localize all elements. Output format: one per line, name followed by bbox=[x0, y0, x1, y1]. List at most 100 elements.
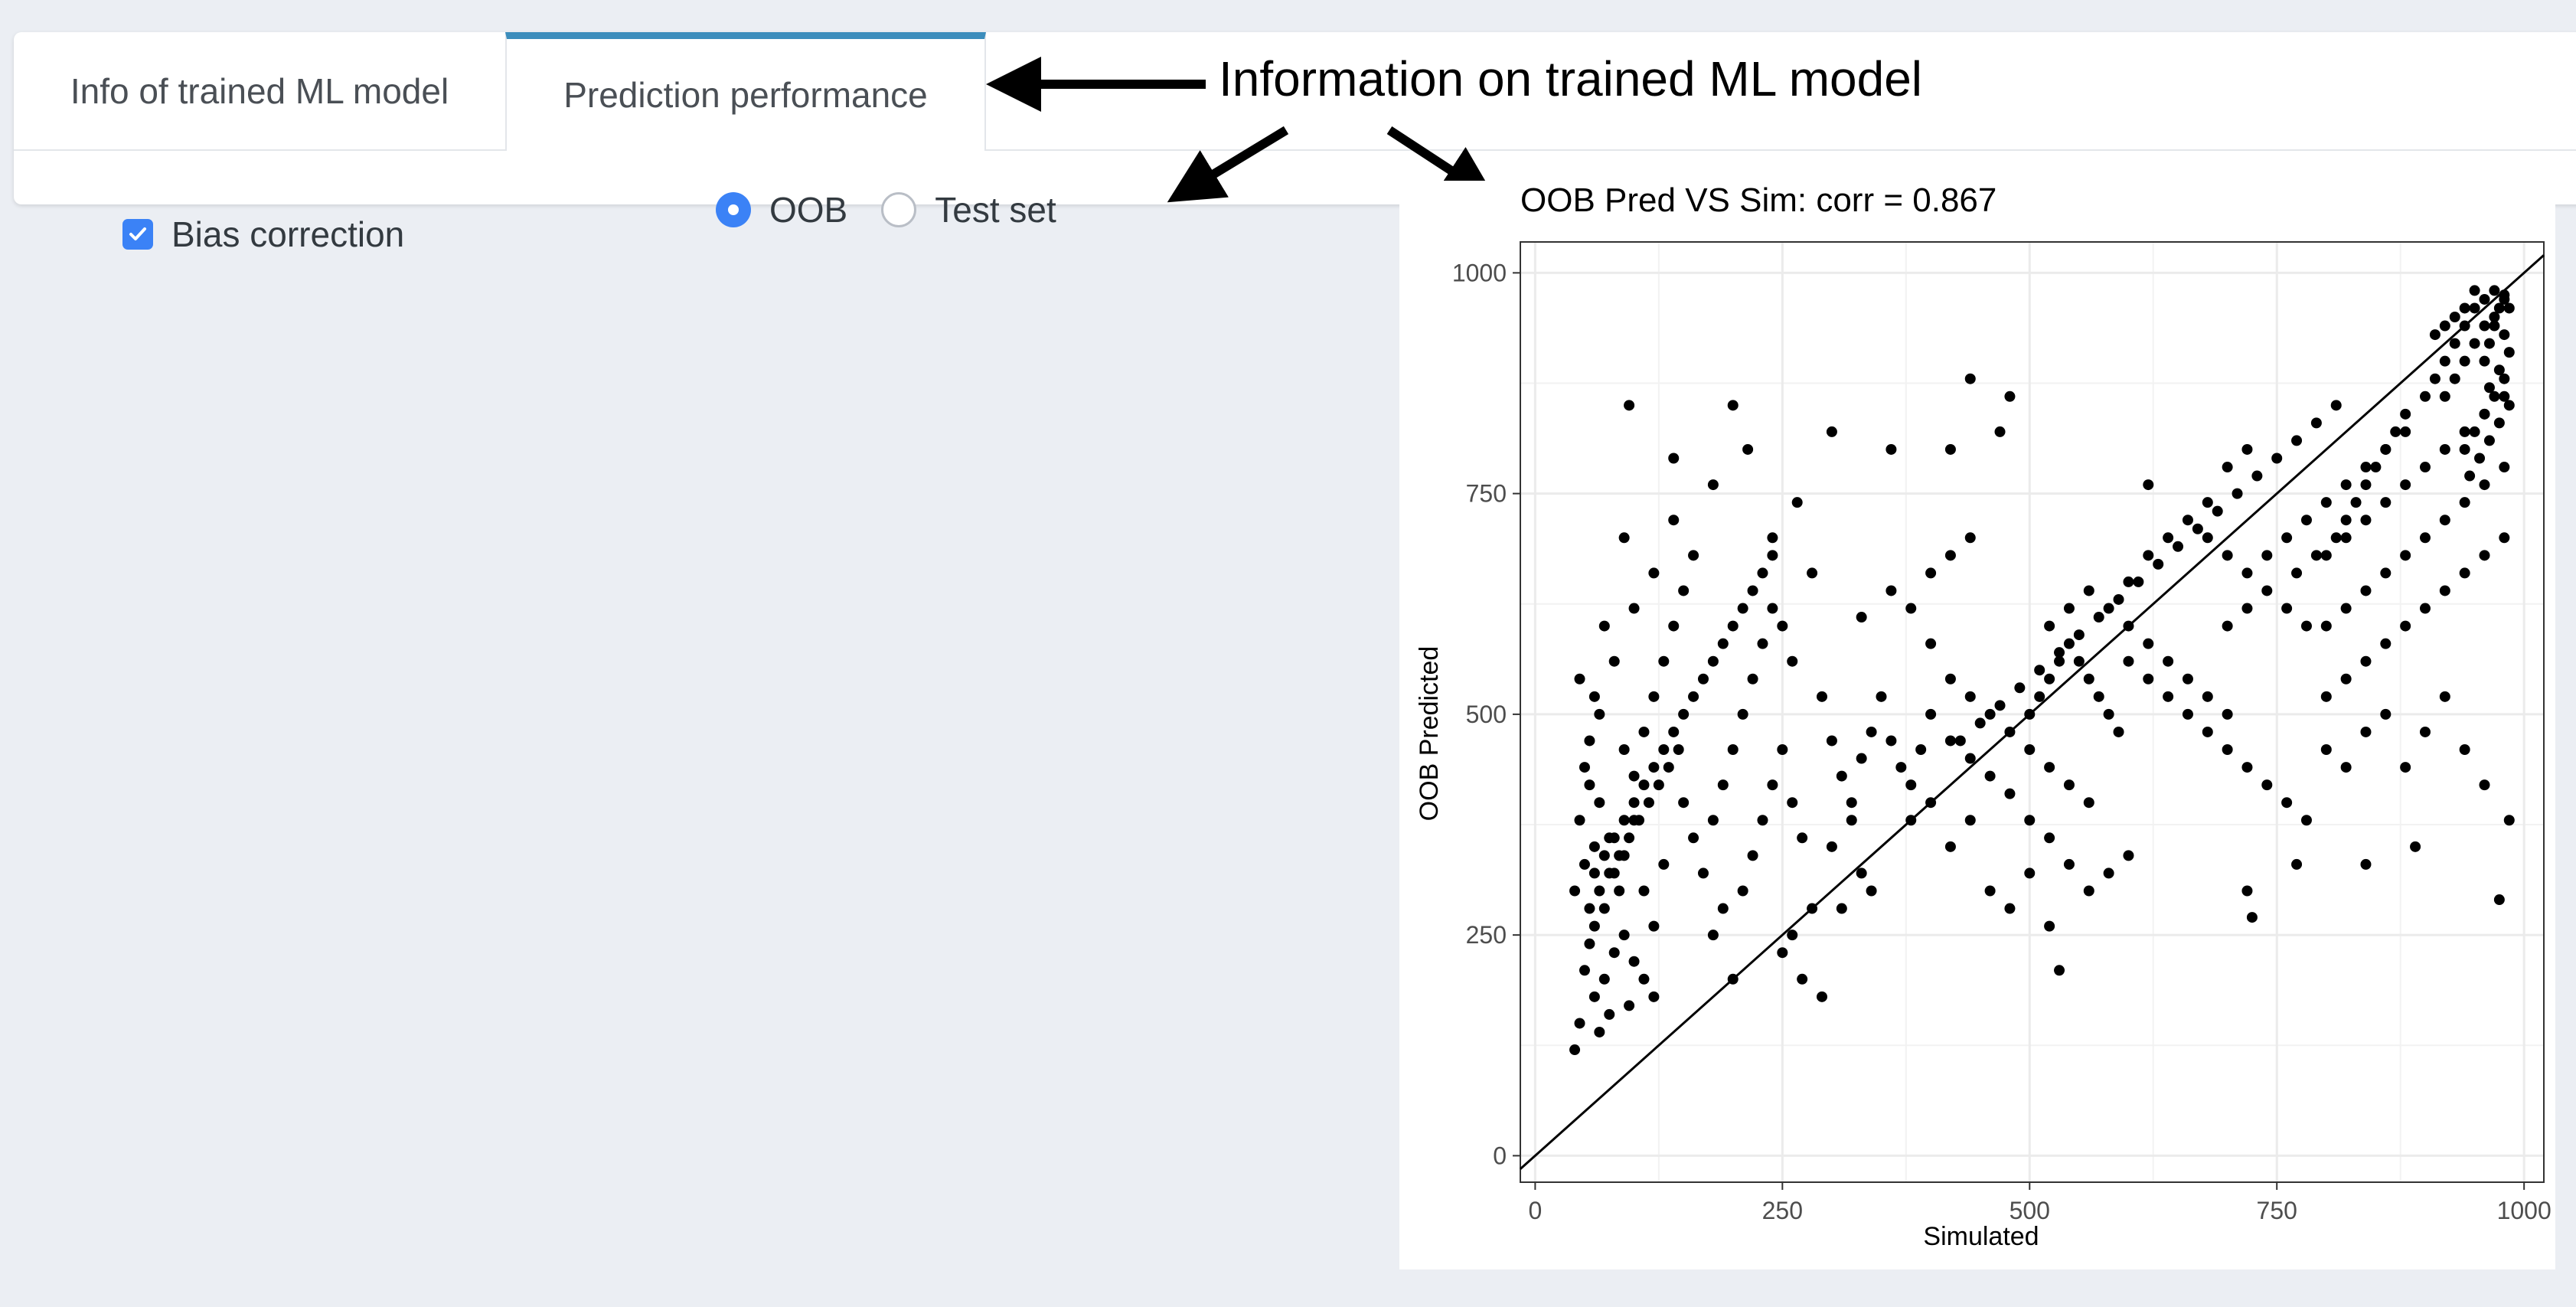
scatter-point bbox=[2044, 620, 2055, 632]
scatter-point bbox=[1915, 744, 1927, 756]
scatter-point bbox=[2261, 779, 2273, 791]
scatter-point bbox=[1604, 868, 1615, 879]
bias-correction-checkbox[interactable]: Bias correction bbox=[122, 213, 404, 256]
scatter-point bbox=[1574, 815, 1585, 826]
scatter-point bbox=[1737, 708, 1748, 720]
scatter-point bbox=[2469, 285, 2480, 296]
tab-label: Prediction performance bbox=[563, 75, 928, 115]
scatter-point bbox=[1767, 779, 1778, 791]
scatter-point bbox=[1678, 797, 1690, 809]
scatter-point bbox=[1747, 673, 1758, 685]
scatter-point bbox=[2143, 673, 2154, 685]
scatter-point bbox=[2093, 612, 2104, 623]
scatter-point bbox=[1618, 930, 1630, 941]
scatter-point bbox=[2340, 532, 2352, 544]
y-tick-label: 1000 bbox=[1452, 259, 1507, 286]
scatter-point bbox=[2489, 285, 2500, 296]
scatter-point bbox=[1618, 744, 1630, 756]
scatter-point bbox=[2054, 647, 2065, 658]
scatter-point bbox=[1653, 779, 1664, 791]
scatter-point bbox=[1579, 762, 1590, 773]
scatter-point bbox=[2241, 443, 2253, 455]
x-tick-label: 750 bbox=[2257, 1197, 2297, 1224]
radio-option-test-set[interactable]: Test set bbox=[881, 189, 1056, 230]
scatter-point bbox=[2271, 453, 2283, 464]
scatter-point bbox=[1836, 770, 1847, 782]
scatter-point bbox=[2083, 797, 2094, 809]
scatter-point bbox=[2360, 726, 2372, 737]
scatter-point bbox=[1638, 779, 1650, 791]
scatter-point bbox=[2439, 585, 2450, 596]
scatter-point bbox=[2103, 603, 2114, 614]
scatter-point bbox=[2182, 673, 2193, 685]
scatter-point bbox=[2493, 364, 2505, 376]
checkbox-checked-icon[interactable] bbox=[122, 219, 153, 250]
scatter-point bbox=[2350, 497, 2362, 508]
tab-prediction-performance[interactable]: Prediction performance bbox=[505, 32, 986, 151]
scatter-point bbox=[1944, 735, 1956, 747]
scatter-point bbox=[2182, 515, 2193, 526]
scatter-point bbox=[1767, 550, 1778, 561]
scatter-point bbox=[1688, 550, 1699, 561]
scatter-point bbox=[2143, 479, 2154, 491]
radio-option-oob[interactable]: OOB bbox=[716, 189, 847, 230]
scatter-point bbox=[1624, 1000, 1635, 1011]
scatter-point bbox=[1984, 885, 1996, 897]
bias-correction-label: Bias correction bbox=[171, 214, 405, 254]
scatter-point bbox=[2320, 497, 2332, 508]
scatter-point bbox=[1905, 779, 1917, 791]
scatter-point bbox=[1668, 726, 1680, 737]
y-axis-label: OOB Predicted bbox=[1415, 646, 1444, 822]
scatter-point bbox=[2024, 744, 2036, 756]
scatter-point bbox=[1846, 797, 1857, 809]
scatter-point bbox=[1826, 841, 1837, 852]
scatter-point bbox=[2360, 585, 2372, 596]
scatter-point bbox=[1757, 567, 1768, 579]
tab-info-trained-model[interactable]: Info of trained ML model bbox=[14, 32, 505, 149]
x-tick-label: 0 bbox=[1528, 1197, 1542, 1224]
scatter-point bbox=[2281, 797, 2293, 809]
scatter-points bbox=[1569, 285, 2515, 1056]
scatter-point bbox=[1925, 638, 1937, 649]
scatter-point bbox=[1905, 603, 1917, 614]
scatter-point bbox=[2232, 488, 2243, 499]
scatter-point bbox=[2380, 638, 2392, 649]
scatter-point bbox=[2320, 620, 2332, 632]
scatter-point bbox=[1885, 443, 1897, 455]
scatter-point bbox=[1604, 1008, 1615, 1020]
axis-ticks: 0 250 500 750 1000 0 250 500 750 1000 bbox=[1452, 259, 2552, 1224]
radio-label-test-set: Test set bbox=[935, 190, 1056, 230]
scatter-point bbox=[1816, 991, 1827, 1002]
scatter-point bbox=[1584, 735, 1595, 747]
scatter-point bbox=[2192, 523, 2203, 534]
scatter-point bbox=[2380, 567, 2392, 579]
scatter-point bbox=[1767, 603, 1778, 614]
scatter-point bbox=[2073, 629, 2085, 641]
scatter-point bbox=[2499, 293, 2510, 305]
scatter-point bbox=[2370, 462, 2382, 473]
scatter-point bbox=[2499, 329, 2510, 341]
scatter-point bbox=[2143, 638, 2154, 649]
scatter-point bbox=[2419, 390, 2431, 402]
radio-unselected-icon[interactable] bbox=[881, 192, 917, 227]
scatter-point bbox=[2459, 497, 2470, 508]
scatter-point bbox=[2291, 858, 2303, 870]
scatter-point bbox=[2400, 762, 2411, 773]
x-tick-label: 250 bbox=[1762, 1197, 1803, 1224]
scatter-point bbox=[2479, 779, 2490, 791]
scatter-point bbox=[1944, 841, 1956, 852]
scatter-point bbox=[2300, 515, 2312, 526]
scatter-point bbox=[2222, 550, 2233, 561]
scatter-point bbox=[2400, 426, 2411, 437]
scatter-point bbox=[1594, 885, 1605, 897]
scatter-point bbox=[1634, 815, 1645, 826]
scatter-point bbox=[1964, 815, 1976, 826]
scatter-point bbox=[2499, 373, 2510, 384]
scatter-point bbox=[2499, 532, 2510, 544]
radio-selected-icon[interactable] bbox=[716, 192, 751, 227]
scatter-point bbox=[1628, 956, 1640, 967]
scatter-point bbox=[2493, 417, 2505, 429]
scatter-point bbox=[2113, 593, 2124, 605]
scatter-point bbox=[2241, 762, 2253, 773]
annotation-text: Information on trained ML model bbox=[1219, 51, 1922, 106]
